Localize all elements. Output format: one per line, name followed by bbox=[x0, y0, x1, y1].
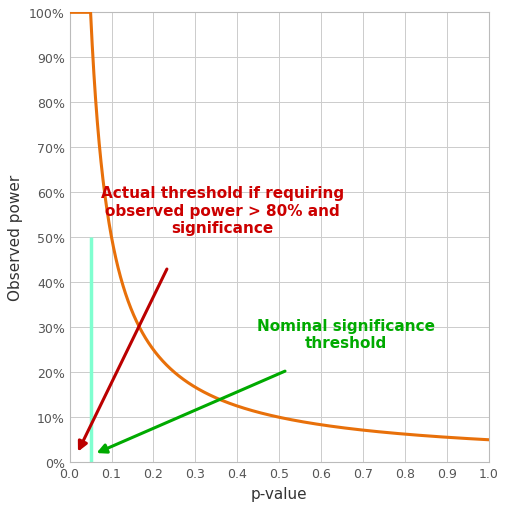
Text: Actual threshold if requiring
observed power > 80% and
significance: Actual threshold if requiring observed p… bbox=[101, 186, 344, 236]
Text: Nominal significance
threshold: Nominal significance threshold bbox=[257, 318, 435, 351]
Y-axis label: Observed power: Observed power bbox=[8, 175, 23, 301]
X-axis label: p-value: p-value bbox=[251, 486, 307, 501]
